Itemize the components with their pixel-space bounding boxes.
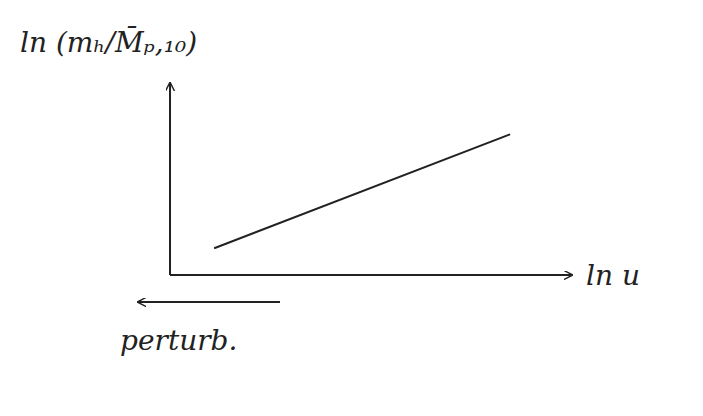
y-axis: [170, 83, 171, 275]
x-axis: [170, 275, 572, 276]
annotation-arrow: [138, 301, 280, 303]
y-axis-line: [169, 83, 171, 275]
annotation: perturb.: [120, 324, 237, 357]
line: [215, 135, 509, 248]
x-axis-line: [170, 274, 572, 276]
chart: ln (mₕ/M̄ₚ,₁₀) ln u perturb.: [0, 0, 703, 416]
x-axis-title: ln u: [586, 259, 640, 292]
plot-area: [215, 135, 509, 248]
y-axis-title: ln (mₕ/M̄ₚ,₁₀): [20, 25, 197, 59]
